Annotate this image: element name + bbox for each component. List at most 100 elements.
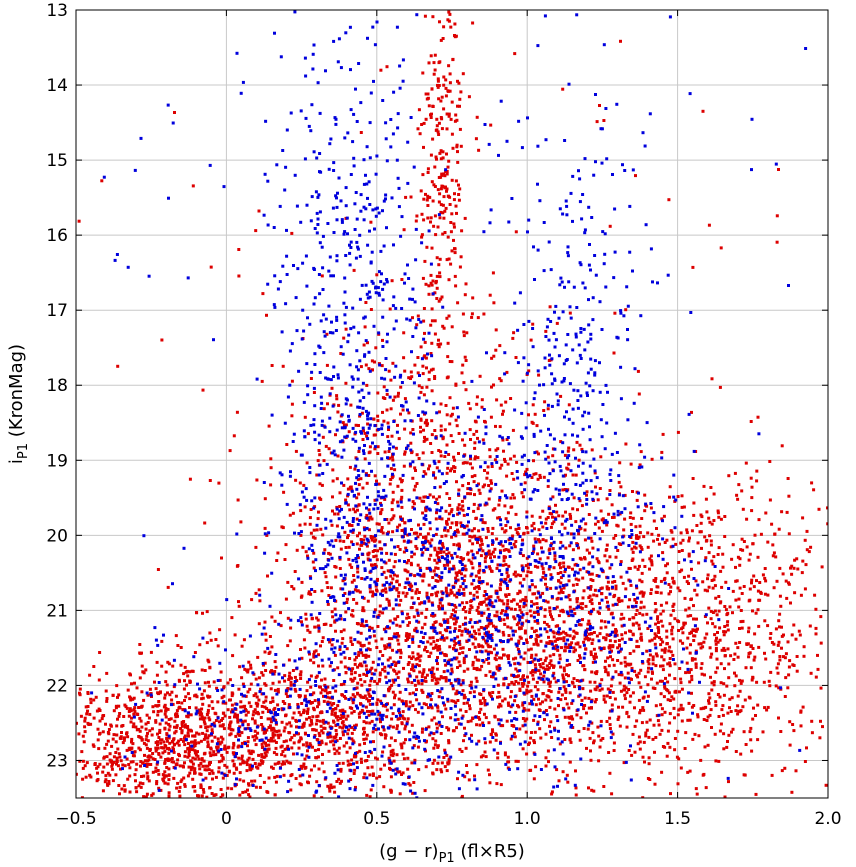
data-point	[98, 719, 102, 723]
data-point	[343, 656, 347, 660]
data-point	[376, 698, 380, 702]
data-point	[441, 232, 445, 236]
data-point	[356, 556, 360, 560]
data-point	[644, 734, 648, 738]
data-point	[334, 433, 337, 437]
data-point	[511, 428, 515, 432]
data-point	[206, 725, 210, 729]
data-point	[436, 656, 439, 659]
data-point	[628, 598, 632, 602]
data-point	[568, 512, 572, 516]
data-point	[467, 401, 471, 405]
data-point	[378, 547, 382, 551]
data-point	[443, 748, 447, 752]
data-point	[531, 677, 535, 681]
data-point	[404, 569, 408, 573]
data-point	[684, 731, 688, 735]
data-point	[435, 511, 438, 515]
data-point	[174, 694, 178, 698]
data-point	[459, 556, 463, 559]
data-point	[809, 545, 813, 549]
data-point	[365, 481, 369, 485]
data-point	[497, 705, 500, 709]
data-point	[133, 773, 137, 777]
data-point	[383, 397, 387, 400]
data-point	[497, 664, 501, 668]
data-point	[230, 616, 234, 620]
data-point	[395, 661, 399, 665]
data-point	[334, 689, 338, 693]
data-point	[410, 451, 414, 455]
data-point	[381, 588, 385, 592]
data-point	[344, 671, 348, 675]
data-point	[717, 759, 721, 763]
data-point	[563, 453, 567, 457]
data-point	[452, 729, 456, 733]
data-point	[785, 596, 789, 600]
data-point	[286, 644, 290, 648]
data-point	[611, 644, 615, 648]
data-point	[674, 542, 678, 546]
data-point	[457, 488, 461, 492]
data-point	[608, 709, 612, 713]
data-point	[248, 763, 252, 767]
data-point	[413, 484, 417, 488]
data-point	[217, 760, 221, 764]
data-point	[721, 713, 725, 717]
data-point	[183, 783, 187, 787]
data-point	[562, 669, 566, 673]
data-point	[232, 751, 236, 755]
data-point	[438, 606, 442, 610]
data-point	[193, 734, 197, 738]
data-point	[245, 763, 249, 767]
data-point	[659, 637, 663, 641]
data-point	[297, 710, 301, 714]
data-point	[151, 705, 155, 709]
data-point	[648, 567, 651, 571]
data-point	[608, 727, 612, 730]
data-point	[333, 711, 337, 715]
data-point	[417, 457, 421, 460]
data-point	[428, 527, 432, 531]
data-point	[489, 415, 493, 419]
data-point	[471, 566, 475, 570]
data-point	[736, 694, 740, 698]
data-point	[455, 145, 459, 149]
data-point	[800, 571, 804, 575]
data-point	[483, 469, 486, 472]
data-point	[775, 579, 779, 583]
data-point	[457, 183, 460, 187]
data-point	[476, 507, 480, 511]
data-point	[400, 505, 404, 509]
data-point	[680, 494, 684, 498]
data-point	[447, 517, 451, 521]
data-point	[385, 392, 389, 396]
data-point	[727, 662, 731, 666]
data-point	[651, 655, 655, 659]
data-point	[705, 719, 709, 722]
data-point	[454, 204, 458, 208]
data-point	[499, 588, 502, 592]
data-point	[225, 774, 229, 777]
data-point	[286, 695, 290, 698]
data-point	[383, 763, 386, 767]
data-point	[505, 571, 509, 575]
data-point	[584, 522, 588, 526]
data-point	[514, 574, 518, 578]
data-point	[393, 560, 397, 564]
data-point	[340, 779, 343, 783]
data-point	[240, 741, 244, 745]
data-point	[635, 498, 639, 502]
data-point	[208, 631, 212, 635]
data-point	[445, 471, 449, 475]
data-point	[631, 540, 635, 544]
data-point	[500, 656, 503, 660]
data-point	[162, 705, 166, 709]
data-point	[352, 598, 356, 601]
data-point	[303, 757, 307, 761]
data-point	[199, 772, 203, 776]
data-point	[450, 212, 454, 216]
data-point	[628, 617, 632, 621]
data-point	[241, 720, 245, 724]
data-point	[682, 505, 686, 509]
